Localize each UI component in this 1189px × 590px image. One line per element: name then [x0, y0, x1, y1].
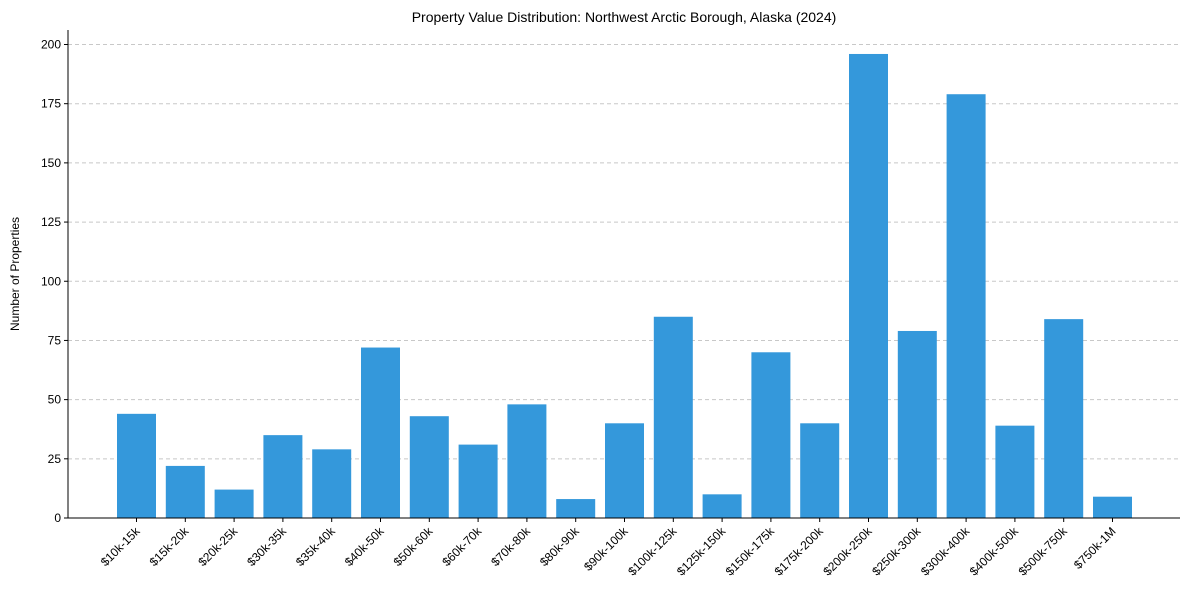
- bar: [507, 404, 547, 518]
- bar: [165, 465, 205, 518]
- bar: [800, 423, 840, 518]
- x-tick-label: $400k-500k: [967, 524, 1022, 579]
- x-ticks: $10k-15k $15k-20k $20k-25k $30k-35k $35k-40k…: [98, 518, 1119, 578]
- y-axis-label: Number of Properties: [8, 217, 22, 331]
- bar: [995, 425, 1035, 518]
- bar: [702, 494, 742, 518]
- x-tick-label: $750k-1M: [1071, 524, 1119, 572]
- bar: [946, 94, 986, 518]
- x-tick-label: $70k-80k: [488, 524, 534, 570]
- x-tick-label: $10k-15k: [98, 524, 144, 570]
- x-tick-label: $100k-125k: [625, 524, 680, 579]
- bar: [263, 435, 303, 518]
- chart-title: Property Value Distribution: Northwest A…: [412, 9, 837, 25]
- bars: [117, 53, 1132, 518]
- x-tick-label: $80k-90k: [537, 524, 583, 570]
- x-tick-label: $175k-200k: [772, 524, 827, 579]
- x-tick-label: $50k-60k: [391, 524, 437, 570]
- x-tick-label: $500k-750k: [1016, 524, 1071, 579]
- x-tick-label: $250k-300k: [869, 524, 924, 579]
- y-tick-label: 150: [41, 156, 61, 170]
- bar: [458, 444, 498, 518]
- x-tick-label: $150k-175k: [723, 524, 778, 579]
- gridlines: [68, 44, 1180, 460]
- y-tick-label: 200: [41, 38, 61, 52]
- x-tick-label: $60k-70k: [439, 524, 485, 570]
- bar: [653, 316, 693, 518]
- bar: [1044, 319, 1084, 518]
- bar: [409, 416, 449, 518]
- bar: [556, 499, 596, 518]
- bar: [312, 449, 352, 518]
- bar: [1093, 496, 1132, 518]
- x-tick-label: $90k-100k: [581, 524, 631, 574]
- bar: [117, 413, 156, 518]
- x-tick-label: $200k-250k: [820, 524, 875, 579]
- bar: [214, 489, 254, 518]
- x-tick-label: $30k-35k: [244, 524, 290, 570]
- y-tick-label: 125: [41, 215, 61, 229]
- bar: [605, 423, 644, 518]
- x-tick-label: $125k-150k: [674, 524, 729, 579]
- x-tick-label: $300k-400k: [918, 524, 973, 579]
- y-ticks: 0 25 50 75 100 125 150 175 200: [41, 38, 68, 525]
- y-tick-label: 100: [41, 274, 61, 288]
- y-tick-label: 25: [48, 452, 62, 466]
- y-tick-label: 0: [54, 511, 61, 525]
- bar: [849, 53, 888, 518]
- x-tick-label: $35k-40k: [293, 524, 339, 570]
- y-tick-label: 50: [48, 393, 62, 407]
- y-tick-label: 75: [48, 333, 62, 347]
- x-tick-label: $15k-20k: [147, 524, 193, 570]
- x-tick-label: $40k-50k: [342, 524, 388, 570]
- bar: [361, 347, 400, 518]
- bar: [897, 330, 937, 518]
- y-tick-label: 175: [41, 97, 61, 111]
- bar: [751, 352, 791, 518]
- x-tick-label: $20k-25k: [195, 524, 241, 570]
